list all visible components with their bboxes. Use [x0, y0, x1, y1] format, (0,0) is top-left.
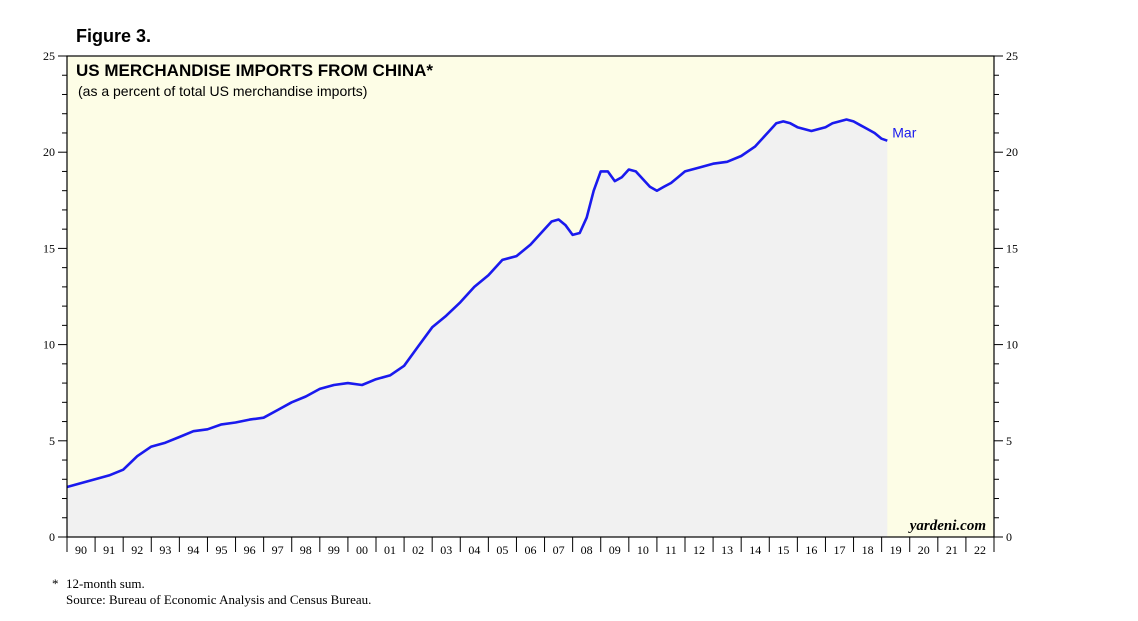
figure-label: Figure 3. [76, 26, 152, 46]
x-tick-label: 01 [384, 543, 396, 557]
series-line [66, 118, 888, 489]
chart-subtitle: (as a percent of total US merchandise im… [78, 83, 367, 99]
y-tick-label-right: 0 [1006, 530, 1012, 544]
y-tick-label-right: 5 [1006, 434, 1012, 448]
x-tick-label: 19 [890, 543, 902, 557]
y-tick-label-left: 20 [43, 145, 55, 159]
footnote: * 12-month sum. Source: Bureau of Economi… [52, 576, 371, 608]
x-tick-label: 06 [525, 543, 537, 557]
x-tick-label: 09 [609, 543, 621, 557]
x-axis: 90 91 92 93 94 95 96 97 98 99 00 01 02 03 04 05 06 07 08 09… [66, 537, 995, 557]
watermark: yardeni.com [908, 518, 986, 534]
x-tick-label: 15 [777, 543, 789, 557]
x-tick-label: 95 [216, 543, 228, 557]
x-tick-label: 96 [244, 543, 256, 557]
y-axis-right: 0 5 10 15 20 25 [994, 49, 1018, 544]
chart-title: US MERCHANDISE IMPORTS FROM CHINA* [76, 61, 433, 80]
footnote-star: * [52, 576, 59, 591]
y-tick-label-left: 25 [43, 49, 55, 63]
x-tick-label: 02 [412, 543, 424, 557]
x-tick-label: 91 [103, 543, 115, 557]
end-label: Mar [892, 125, 916, 141]
x-tick-label: 92 [131, 543, 143, 557]
x-tick-label: 13 [721, 543, 733, 557]
x-tick-label: 12 [693, 543, 705, 557]
y-tick-label-left: 5 [49, 434, 55, 448]
x-tick-label: 97 [272, 543, 284, 557]
x-tick-label: 21 [946, 543, 958, 557]
x-tick-label: 98 [300, 543, 312, 557]
y-axis-left: 0 5 10 15 20 25 [43, 49, 67, 544]
x-tick-label: 94 [187, 543, 199, 557]
y-tick-label-right: 15 [1006, 241, 1018, 255]
x-tick-label: 22 [974, 543, 986, 557]
x-tick-label: 08 [581, 543, 593, 557]
plot-frame [66, 55, 995, 538]
x-tick-label: 00 [356, 543, 368, 557]
y-tick-label-right: 25 [1006, 49, 1018, 63]
footnote-note: * 12-month sum. [52, 576, 371, 592]
x-tick-label: 16 [805, 543, 817, 557]
x-tick-label: 20 [918, 543, 930, 557]
y-tick-label-left: 0 [49, 530, 55, 544]
y-tick-label-left: 10 [43, 338, 55, 352]
footnote-source: Source: Bureau of Economic Analysis and … [66, 592, 372, 607]
x-tick-label: 04 [468, 543, 480, 557]
x-tick-label: 14 [749, 543, 761, 557]
x-tick-label: 93 [159, 543, 171, 557]
x-tick-label: 07 [553, 543, 565, 557]
y-tick-label-left: 15 [43, 241, 55, 255]
y-tick-label-right: 20 [1006, 145, 1018, 159]
footnote-note-text: 12-month sum. [66, 576, 145, 591]
x-tick-label: 10 [637, 543, 649, 557]
y-tick-label-right: 10 [1006, 338, 1018, 352]
series-area-fill [67, 119, 888, 537]
x-tick-label: 90 [75, 543, 87, 557]
x-tick-label: 99 [328, 543, 340, 557]
x-tick-label: 05 [496, 543, 508, 557]
x-tick-label: 18 [862, 543, 874, 557]
x-tick-label: 11 [665, 543, 677, 557]
x-tick-label: 03 [440, 543, 452, 557]
x-tick-label: 17 [834, 543, 846, 557]
